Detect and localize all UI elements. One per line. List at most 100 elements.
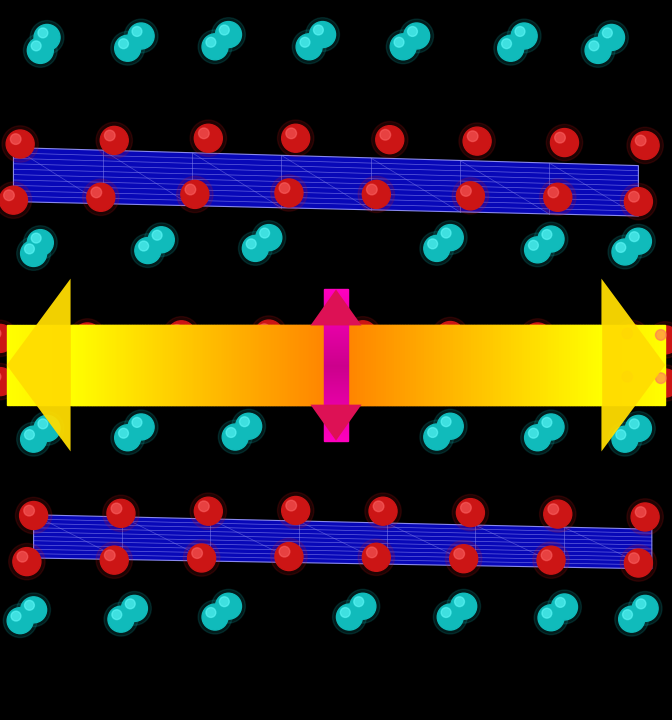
Bar [368, 325, 370, 405]
Bar [324, 349, 348, 350]
Circle shape [115, 425, 140, 451]
Bar [324, 423, 348, 424]
Bar [324, 382, 348, 383]
Bar [415, 325, 418, 405]
Circle shape [278, 120, 314, 156]
Circle shape [296, 34, 322, 60]
Bar [619, 325, 622, 405]
Circle shape [275, 179, 303, 207]
Bar [53, 325, 56, 405]
Bar [324, 434, 348, 435]
Bar [241, 325, 244, 405]
Bar [161, 325, 163, 405]
Circle shape [460, 503, 471, 513]
Bar [324, 292, 348, 293]
Bar [324, 385, 348, 386]
Bar [421, 325, 423, 405]
Bar [324, 401, 348, 402]
Bar [324, 301, 348, 302]
Bar [324, 369, 348, 370]
Bar [86, 325, 89, 405]
Circle shape [615, 603, 648, 636]
Bar [324, 379, 348, 380]
Circle shape [528, 240, 538, 251]
Circle shape [585, 37, 611, 63]
Bar [320, 325, 323, 405]
Bar [324, 351, 348, 352]
Circle shape [525, 425, 550, 451]
Bar [517, 325, 520, 405]
Circle shape [349, 321, 377, 348]
Circle shape [198, 128, 209, 139]
Bar [540, 325, 543, 405]
Bar [388, 325, 392, 405]
Bar [324, 353, 348, 354]
Circle shape [83, 179, 119, 215]
Bar [376, 325, 378, 405]
Bar [580, 325, 583, 405]
Bar [324, 419, 348, 420]
Circle shape [286, 128, 296, 139]
Bar [494, 325, 497, 405]
Bar [324, 289, 348, 290]
Circle shape [599, 24, 624, 50]
Bar [254, 325, 257, 405]
Bar [324, 295, 348, 296]
Bar [317, 325, 320, 405]
Bar [639, 325, 642, 405]
Bar [497, 325, 501, 405]
Bar [324, 368, 348, 369]
Circle shape [73, 323, 101, 351]
Bar [445, 325, 448, 405]
Bar [234, 325, 237, 405]
Bar [397, 325, 400, 405]
Circle shape [362, 544, 390, 571]
Bar [191, 325, 194, 405]
Bar [519, 325, 521, 405]
Circle shape [239, 232, 272, 265]
Bar [527, 325, 530, 405]
Circle shape [451, 593, 476, 619]
Circle shape [206, 608, 216, 618]
Bar [382, 325, 385, 405]
Bar [324, 346, 348, 347]
Bar [481, 325, 484, 405]
Bar [524, 325, 527, 405]
Bar [66, 325, 69, 405]
Circle shape [581, 34, 615, 67]
Circle shape [427, 428, 437, 438]
Circle shape [541, 550, 552, 561]
Bar [452, 325, 454, 405]
Circle shape [333, 600, 366, 634]
Bar [324, 291, 348, 292]
Bar [274, 325, 277, 405]
Bar [405, 325, 408, 405]
Circle shape [538, 605, 564, 631]
Bar [511, 325, 514, 405]
Circle shape [111, 421, 144, 454]
Circle shape [460, 186, 471, 197]
Bar [324, 335, 348, 336]
Bar [324, 402, 348, 404]
Circle shape [216, 22, 241, 48]
Bar [362, 325, 366, 405]
Bar [237, 325, 241, 405]
Bar [538, 325, 540, 405]
Circle shape [171, 368, 182, 379]
Bar [300, 325, 303, 405]
Bar [504, 325, 507, 405]
Bar [479, 325, 482, 405]
Bar [329, 325, 333, 405]
Circle shape [219, 25, 229, 35]
Bar [324, 362, 348, 363]
Bar [403, 325, 405, 405]
Circle shape [655, 330, 666, 341]
Bar [378, 325, 381, 405]
Circle shape [112, 610, 122, 620]
Bar [149, 325, 152, 405]
Bar [369, 325, 372, 405]
Circle shape [87, 184, 115, 211]
Circle shape [10, 134, 21, 145]
Bar [521, 325, 524, 405]
Circle shape [619, 606, 644, 632]
